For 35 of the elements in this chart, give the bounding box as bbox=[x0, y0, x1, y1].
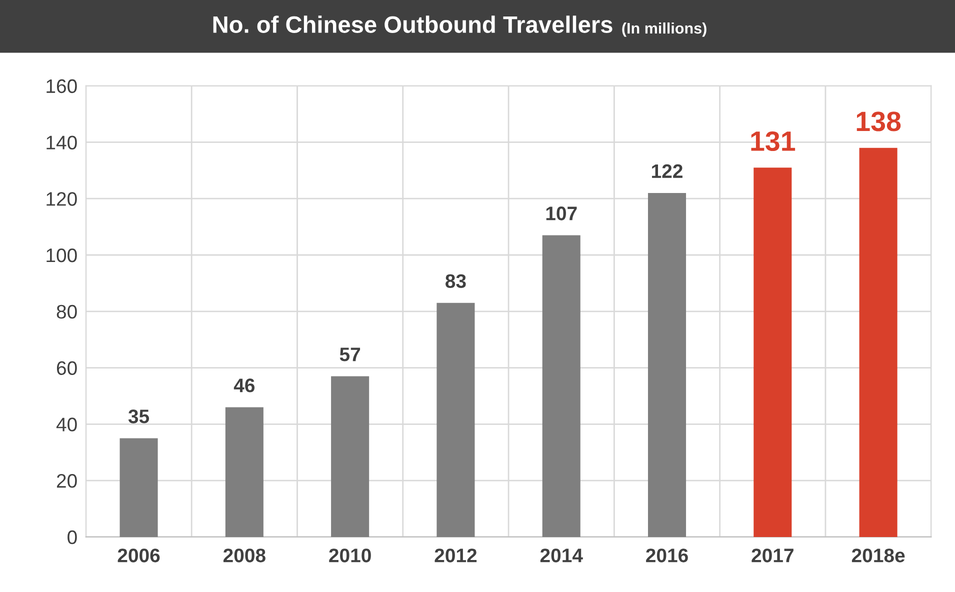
bar bbox=[225, 407, 264, 537]
y-tick-label: 140 bbox=[46, 136, 77, 150]
data-label: 83 bbox=[446, 274, 466, 288]
y-tick-label: 0 bbox=[68, 530, 77, 544]
y-tick-label: 80 bbox=[56, 304, 77, 319]
data-label: 57 bbox=[340, 348, 360, 362]
x-tick-label: 2017 bbox=[752, 548, 794, 562]
y-tick-label: 160 bbox=[46, 79, 77, 94]
bar bbox=[120, 438, 158, 537]
data-label: 131 bbox=[751, 131, 796, 152]
y-tick-label: 60 bbox=[56, 361, 77, 376]
chart-title: No. of Chinese Outbound Travellers bbox=[213, 16, 612, 33]
y-tick-label: 20 bbox=[56, 474, 77, 488]
x-tick-label: 2018e bbox=[852, 548, 905, 562]
data-label: 107 bbox=[546, 206, 577, 220]
bar bbox=[859, 148, 898, 537]
x-tick-label: 2014 bbox=[540, 548, 583, 562]
x-tick-label: 2006 bbox=[118, 548, 160, 562]
y-tick-label: 40 bbox=[56, 418, 77, 432]
data-label: 122 bbox=[652, 164, 682, 178]
bar bbox=[542, 235, 580, 537]
bar bbox=[648, 192, 686, 537]
x-tick-label: 2008 bbox=[223, 548, 266, 562]
data-label: 46 bbox=[234, 378, 255, 392]
chart-subtitle: (In millions) bbox=[622, 22, 706, 37]
x-tick-label: 2012 bbox=[434, 548, 477, 562]
x-tick-label: 2016 bbox=[646, 548, 688, 562]
bar bbox=[331, 376, 370, 537]
y-tick-label: 100 bbox=[46, 248, 77, 262]
data-label: 35 bbox=[128, 410, 150, 424]
x-tick-label: 2010 bbox=[329, 548, 371, 562]
data-label: 138 bbox=[856, 112, 901, 132]
y-tick-label: 120 bbox=[46, 192, 77, 206]
bar bbox=[436, 302, 475, 537]
bar bbox=[754, 168, 792, 537]
